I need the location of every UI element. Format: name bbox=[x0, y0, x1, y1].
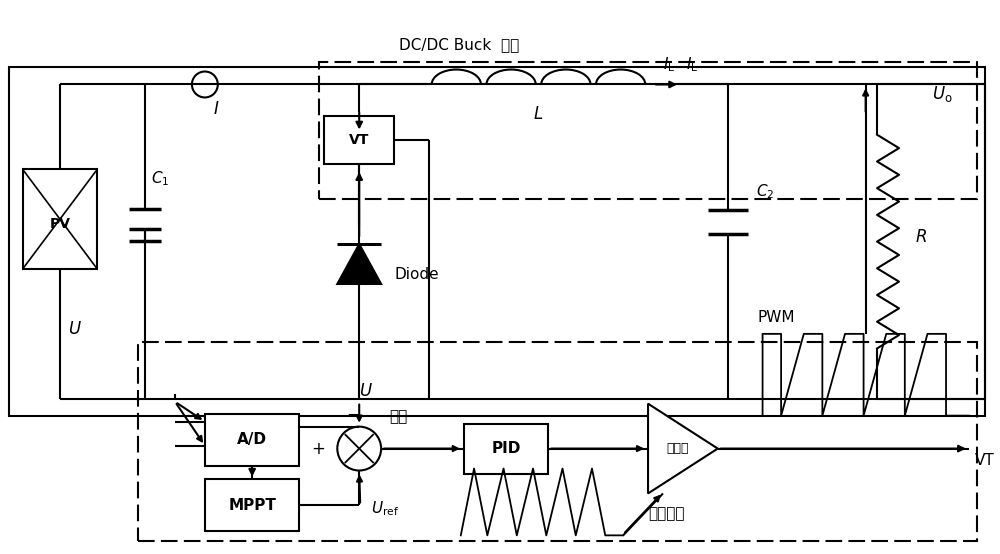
Text: VT: VT bbox=[349, 134, 369, 147]
Text: $C_2$: $C_2$ bbox=[756, 183, 774, 202]
Text: DC/DC Buck  电路: DC/DC Buck 电路 bbox=[399, 38, 519, 53]
Text: 比较器: 比较器 bbox=[667, 442, 689, 455]
Text: L: L bbox=[534, 105, 543, 124]
Text: $I_\mathrm{L}$: $I_\mathrm{L}$ bbox=[663, 55, 675, 74]
Text: $I_\mathrm{L}$: $I_\mathrm{L}$ bbox=[686, 55, 698, 74]
Bar bbox=[138, 342, 977, 541]
Text: $I$: $I$ bbox=[213, 100, 219, 119]
Polygon shape bbox=[337, 244, 381, 284]
Text: 误差: 误差 bbox=[389, 409, 407, 424]
Text: $U_\mathrm{o}$: $U_\mathrm{o}$ bbox=[932, 84, 953, 105]
Bar bbox=[464, 424, 548, 474]
Bar bbox=[319, 61, 977, 199]
Text: A/D: A/D bbox=[237, 432, 267, 447]
Text: $+$: $+$ bbox=[311, 439, 325, 458]
Bar bbox=[23, 170, 97, 269]
Text: 控制部分: 控制部分 bbox=[648, 506, 685, 521]
Text: PID: PID bbox=[491, 441, 521, 456]
Text: $R$: $R$ bbox=[915, 228, 927, 245]
Polygon shape bbox=[648, 404, 718, 494]
Text: VT: VT bbox=[975, 453, 994, 468]
Text: $U_\mathrm{ref}$: $U_\mathrm{ref}$ bbox=[371, 499, 399, 518]
Text: $-$: $-$ bbox=[346, 404, 360, 423]
Bar bbox=[324, 116, 394, 165]
Bar bbox=[205, 414, 299, 465]
Text: PV: PV bbox=[49, 217, 70, 231]
Text: $U$: $U$ bbox=[359, 382, 373, 399]
Text: Diode: Diode bbox=[394, 267, 439, 282]
Text: $U$: $U$ bbox=[68, 320, 82, 338]
Text: $C_1$: $C_1$ bbox=[151, 169, 169, 188]
Bar bbox=[205, 480, 299, 531]
Text: MPPT: MPPT bbox=[228, 498, 276, 513]
Bar bbox=[9, 66, 985, 416]
Text: PWM: PWM bbox=[758, 310, 795, 325]
